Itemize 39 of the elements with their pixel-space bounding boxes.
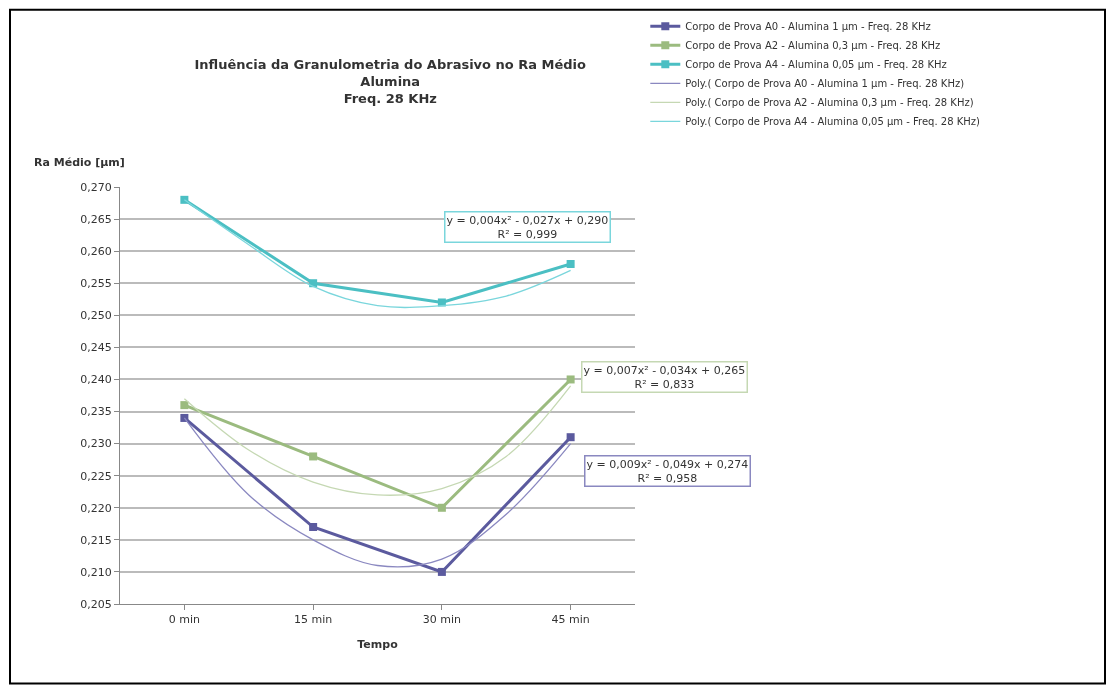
legend-label: Poly.( Corpo de Prova A4 - Alumina 0,05 µm - Freq. 28 KHz) <box>685 116 981 128</box>
x-tick-label: 30 min <box>422 613 462 627</box>
legend-label: Poly.( Corpo de Prova A0 - Alumina 1 µm - Freq. 28 KHz) <box>685 78 965 90</box>
point <box>566 259 575 268</box>
y-tick-label: 0,245 <box>80 341 112 355</box>
legend-label: Corpo de Prova A0 - Alumina 1 µm - Freq. 28 KHz <box>685 21 931 33</box>
x-axis-title: Tempo <box>357 638 399 652</box>
y-tick-label: 0,230 <box>80 437 112 451</box>
y-tick-label: 0,260 <box>80 245 112 258</box>
y-tick-label: 0,225 <box>80 469 112 483</box>
x-tick-label: 45 min <box>551 613 590 627</box>
point <box>566 433 575 442</box>
x-tick-label: 15 min <box>294 613 333 627</box>
chart-title: Influência da Granulometria do Abrasivo no Ra Médio Alumina Freq. 28 KHz <box>194 57 587 107</box>
y-axis-title: Ra Médio [µm] <box>34 156 125 169</box>
point <box>309 523 318 532</box>
point <box>180 195 189 204</box>
y-tick-label: 0,255 <box>80 277 112 291</box>
point <box>566 375 575 384</box>
annotation: y = 0,009x² - 0,049x + 0,274 R² = 0,958 <box>586 457 749 485</box>
y-tick-label: 0,235 <box>80 405 112 419</box>
y-tick-label: 0,270 <box>80 180 112 194</box>
point <box>180 401 189 410</box>
y-tick-label: 0,215 <box>80 533 112 547</box>
y-tick-label: 0,205 <box>80 597 112 611</box>
y-tick-label: 0,265 <box>80 212 112 226</box>
point <box>437 567 446 576</box>
legend-label: Corpo de Prova A4 - Alumina 0,05 µm - Freq. 28 KHz <box>685 59 947 71</box>
y-tick-label: 0,250 <box>80 309 112 323</box>
annotation: y = 0,004x² - 0,027x + 0,290 R² = 0,999 <box>446 213 609 241</box>
y-tick-label: 0,220 <box>80 501 112 515</box>
point <box>437 503 446 512</box>
legend-label: Poly.( Corpo de Prova A2 - Alumina 0,3 µm - Freq. 28 KHz) <box>685 97 974 109</box>
legend-label: Corpo de Prova A2 - Alumina 0,3 µm - Freq. 28 KHz <box>685 40 941 52</box>
y-tick-label: 0,210 <box>80 565 112 579</box>
annotation: y = 0,007x² - 0,034x + 0,265 R² = 0,833 <box>583 363 746 391</box>
point <box>309 452 318 461</box>
x-tick-label: 0 min <box>168 613 201 627</box>
y-tick-label: 0,240 <box>80 373 112 387</box>
